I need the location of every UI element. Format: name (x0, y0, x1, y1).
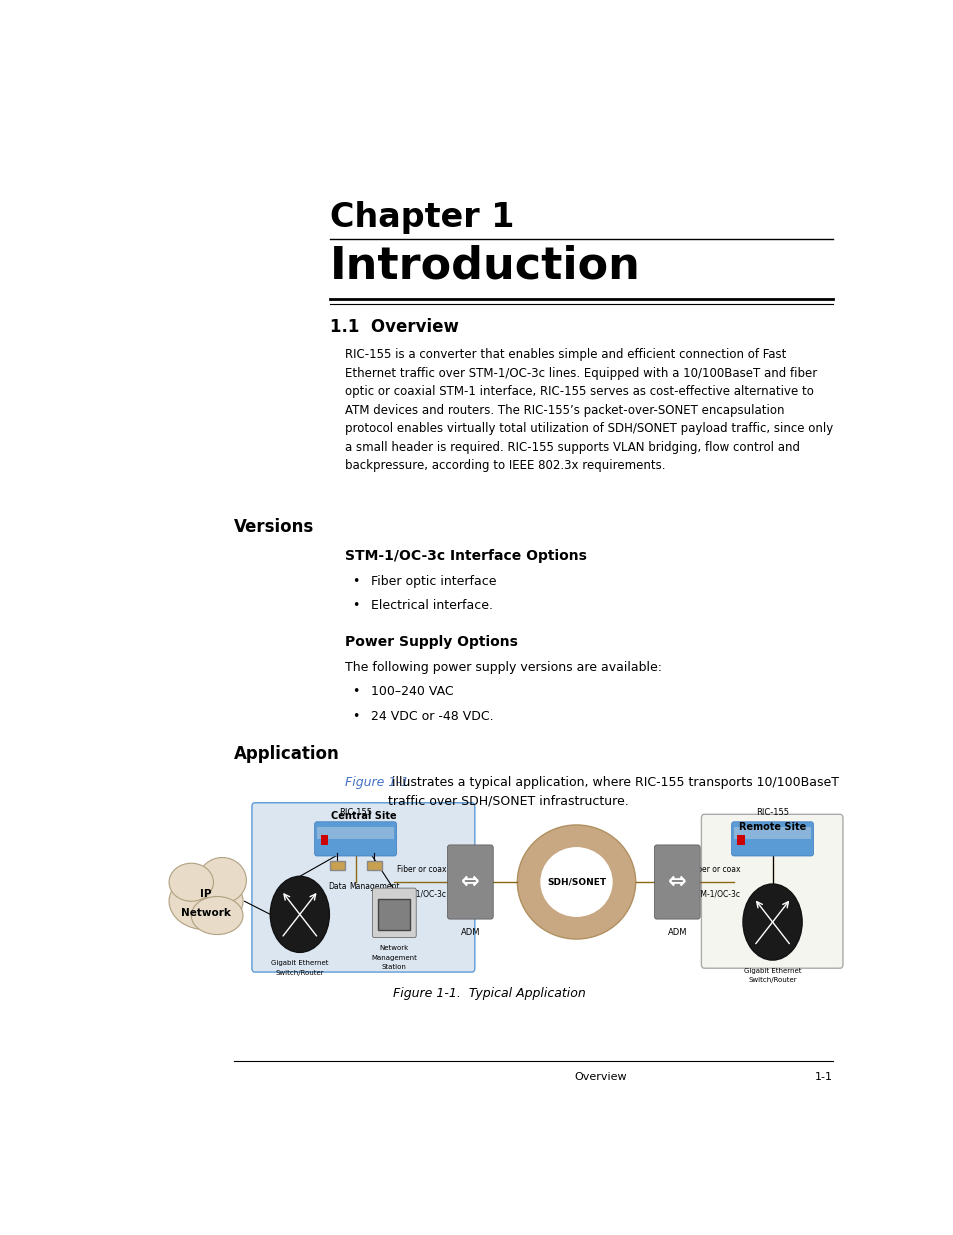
Ellipse shape (191, 897, 243, 935)
Text: Overview: Overview (574, 1072, 626, 1082)
Bar (378, 899, 410, 930)
Text: 1-1: 1-1 (814, 1072, 832, 1082)
Text: Management: Management (371, 955, 416, 961)
Text: •: • (352, 574, 359, 588)
Text: Application: Application (233, 745, 339, 763)
FancyBboxPatch shape (654, 845, 700, 919)
Text: Switch/Router: Switch/Router (275, 969, 324, 976)
Ellipse shape (198, 857, 246, 903)
Text: Figure 1-1.  Typical Application: Figure 1-1. Typical Application (392, 988, 585, 1000)
Text: Central Site: Central Site (331, 811, 395, 821)
Text: Chapter 1: Chapter 1 (330, 200, 514, 233)
Text: Versions: Versions (233, 517, 314, 536)
Text: STM-1/OC-3c: STM-1/OC-3c (691, 889, 740, 899)
FancyBboxPatch shape (314, 821, 396, 856)
Bar (733, 826, 811, 839)
Text: Fiber or coax: Fiber or coax (690, 866, 740, 874)
Text: RIC-155: RIC-155 (756, 808, 788, 818)
Text: Gigabit Ethernet: Gigabit Ethernet (271, 960, 328, 966)
Text: RIC-155 is a converter that enables simple and efficient connection of Fast
Ethe: RIC-155 is a converter that enables simp… (344, 348, 832, 473)
Text: The following power supply versions are available:: The following power supply versions are … (344, 661, 661, 674)
Text: Switch/Router: Switch/Router (747, 977, 796, 983)
FancyBboxPatch shape (447, 845, 493, 919)
Text: ADM: ADM (667, 927, 686, 936)
Text: Management: Management (349, 882, 399, 890)
Text: SDH/SONET: SDH/SONET (546, 878, 605, 887)
FancyBboxPatch shape (731, 821, 813, 856)
Text: STM-1/OC-3c: STM-1/OC-3c (397, 889, 446, 899)
Bar (330, 861, 344, 871)
Text: •: • (352, 685, 359, 698)
Text: 100–240 VAC: 100–240 VAC (370, 685, 453, 698)
Text: Gigabit Ethernet: Gigabit Ethernet (743, 968, 801, 973)
Text: Network: Network (181, 908, 231, 918)
Text: Station: Station (381, 965, 406, 971)
Text: ADM: ADM (460, 927, 479, 936)
Text: Power Supply Options: Power Supply Options (344, 635, 517, 648)
Bar (366, 861, 381, 871)
Circle shape (270, 877, 329, 952)
Text: Electrical interface.: Electrical interface. (370, 599, 492, 613)
Text: ⇔: ⇔ (667, 872, 686, 892)
Text: RIC-155: RIC-155 (338, 808, 372, 818)
Text: Remote Site: Remote Site (738, 823, 805, 832)
Bar (737, 835, 744, 845)
Ellipse shape (540, 847, 611, 916)
Ellipse shape (169, 873, 243, 930)
Ellipse shape (169, 863, 213, 902)
Text: Fiber or coax: Fiber or coax (396, 866, 446, 874)
Circle shape (742, 884, 801, 960)
Text: Data: Data (328, 882, 346, 890)
FancyBboxPatch shape (252, 803, 475, 972)
Ellipse shape (517, 825, 635, 939)
Text: 1.1  Overview: 1.1 Overview (330, 317, 458, 336)
Bar (316, 826, 394, 839)
Text: •: • (352, 599, 359, 613)
FancyBboxPatch shape (700, 814, 842, 968)
Text: •: • (352, 710, 359, 722)
Text: 24 VDC or -48 VDC.: 24 VDC or -48 VDC. (370, 710, 493, 722)
Text: Introduction: Introduction (330, 245, 640, 288)
Text: ⇔: ⇔ (460, 872, 479, 892)
Text: Network: Network (379, 945, 409, 951)
Text: Figure 1-1: Figure 1-1 (344, 776, 408, 789)
Text: IP: IP (200, 889, 212, 899)
Text: Fiber optic interface: Fiber optic interface (370, 574, 496, 588)
FancyBboxPatch shape (373, 888, 416, 937)
Text: illustrates a typical application, where RIC-155 transports 10/100BaseT
traffic : illustrates a typical application, where… (387, 776, 838, 808)
Bar (320, 835, 328, 845)
Text: STM-1/OC-3c Interface Options: STM-1/OC-3c Interface Options (344, 548, 586, 563)
